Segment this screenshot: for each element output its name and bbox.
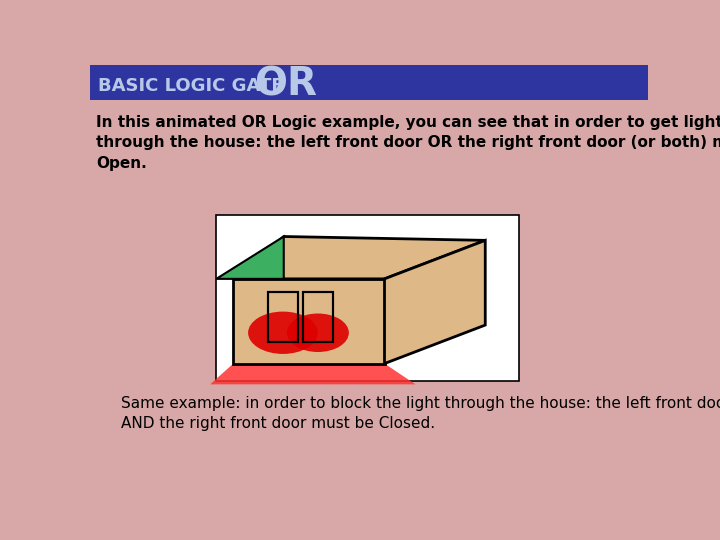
Polygon shape bbox=[233, 237, 485, 279]
Polygon shape bbox=[384, 240, 485, 363]
Bar bbox=[233, 279, 384, 363]
Bar bbox=[269, 292, 297, 342]
Text: BASIC LOGIC GATE -: BASIC LOGIC GATE - bbox=[98, 77, 303, 96]
Polygon shape bbox=[210, 363, 415, 384]
Bar bbox=[303, 292, 333, 342]
Text: Same example: in order to block the light through the house: the left front door: Same example: in order to block the ligh… bbox=[121, 396, 720, 431]
Bar bbox=[269, 292, 297, 342]
Bar bbox=[90, 65, 648, 100]
Ellipse shape bbox=[248, 312, 318, 354]
Bar bbox=[216, 215, 518, 381]
Polygon shape bbox=[216, 237, 284, 279]
Ellipse shape bbox=[287, 314, 349, 352]
Text: In this animated OR Logic example, you can see that in order to get light
throug: In this animated OR Logic example, you c… bbox=[96, 115, 720, 171]
Bar bbox=[303, 292, 333, 342]
Text: OR: OR bbox=[254, 66, 318, 104]
